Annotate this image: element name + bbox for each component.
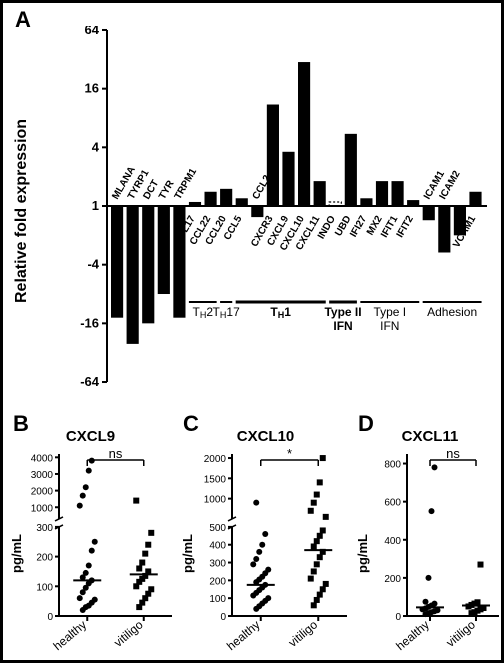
panel-d-ylabel: pg/mL: [355, 534, 370, 573]
svg-text:4000: 4000: [31, 453, 54, 464]
svg-text:IFN: IFN: [333, 319, 352, 333]
bar-chart: 641641-4-16-64MLANATYRP1DCTTYRTRPM1CCL17…: [71, 26, 491, 386]
svg-text:vitiligo: vitiligo: [286, 617, 321, 649]
svg-text:IFIT2: IFIT2: [395, 214, 416, 240]
svg-text:Type I: Type I: [373, 305, 406, 319]
panel-b: B CXCL9 pg/mL 01002003001000200030004000…: [3, 413, 178, 663]
svg-text:400: 400: [209, 541, 226, 552]
svg-text:healthy: healthy: [51, 618, 90, 654]
svg-text:vitiligo: vitiligo: [443, 617, 478, 649]
panel-a: 641641-4-16-64MLANATYRP1DCTTYRTRPM1CCL17…: [13, 8, 497, 408]
svg-text:vitiligo: vitiligo: [111, 617, 146, 649]
svg-text:2000: 2000: [204, 454, 227, 465]
svg-text:-64: -64: [80, 374, 100, 386]
svg-text:-4: -4: [87, 257, 99, 272]
svg-text:TH17: TH17: [213, 305, 241, 320]
panel-d: D CXCL11 pg/mL 0200400600800healthyvitil…: [353, 413, 504, 663]
panel-c: C CXCL10 pg/mL 0100200300400500100015002…: [178, 413, 353, 663]
svg-text:healthy: healthy: [224, 618, 263, 654]
svg-text:500: 500: [209, 523, 226, 534]
svg-text:IFI27: IFI27: [348, 214, 369, 240]
svg-text:2000: 2000: [31, 487, 54, 498]
svg-text:300: 300: [36, 523, 53, 534]
svg-text:100: 100: [209, 594, 226, 605]
scatter-c: 0 100 200 300 400 500 1000 1500 2000 healthy vitil…: [196, 448, 353, 658]
svg-text:ns: ns: [446, 448, 460, 461]
scatter-b: 0 100 200 300 1000 2000 3000 4000 healthy vitilig…: [23, 448, 178, 658]
panel-b-title: CXCL9: [3, 428, 178, 445]
svg-text:-16: -16: [80, 315, 99, 330]
svg-text:64: 64: [85, 26, 100, 37]
svg-text:1000: 1000: [31, 503, 54, 514]
svg-text:4: 4: [92, 139, 100, 154]
svg-text:3000: 3000: [31, 470, 54, 481]
svg-text:600: 600: [384, 498, 401, 509]
svg-text:300: 300: [209, 559, 226, 570]
scatter-row: B CXCL9 pg/mL 01002003001000200030004000…: [3, 413, 504, 663]
svg-text:TH1: TH1: [270, 305, 291, 320]
svg-text:200: 200: [36, 553, 53, 564]
svg-text:Type II: Type II: [324, 305, 361, 319]
svg-text:1: 1: [92, 198, 99, 213]
panel-b-ylabel: pg/mL: [9, 534, 24, 573]
panel-d-title: CXCL11: [353, 428, 504, 445]
svg-text:1000: 1000: [204, 495, 227, 506]
svg-text:100: 100: [36, 582, 53, 593]
svg-text:ns: ns: [109, 448, 123, 461]
figure-container: A Relative fold expression 641641-4-16-6…: [0, 0, 504, 663]
svg-text:16: 16: [85, 81, 99, 96]
svg-text:Adhesion: Adhesion: [427, 305, 477, 319]
svg-text:0: 0: [395, 612, 401, 623]
svg-text:TYR: TYR: [157, 178, 177, 201]
panel-c-ylabel: pg/mL: [180, 534, 195, 573]
svg-text:*: *: [287, 448, 292, 461]
svg-text:800: 800: [384, 460, 401, 471]
svg-text:TRPM1: TRPM1: [173, 166, 200, 201]
svg-text:200: 200: [384, 574, 401, 585]
svg-text:TH2: TH2: [193, 305, 214, 320]
scatter-d: 0200400600800healthyvitiligons: [371, 448, 504, 658]
svg-text:1500: 1500: [204, 474, 227, 485]
svg-text:200: 200: [209, 576, 226, 587]
panel-c-title: CXCL10: [178, 428, 353, 445]
svg-text:0: 0: [220, 612, 226, 623]
svg-text:0: 0: [47, 612, 53, 623]
svg-text:IFN: IFN: [380, 319, 399, 333]
svg-text:400: 400: [384, 536, 401, 547]
